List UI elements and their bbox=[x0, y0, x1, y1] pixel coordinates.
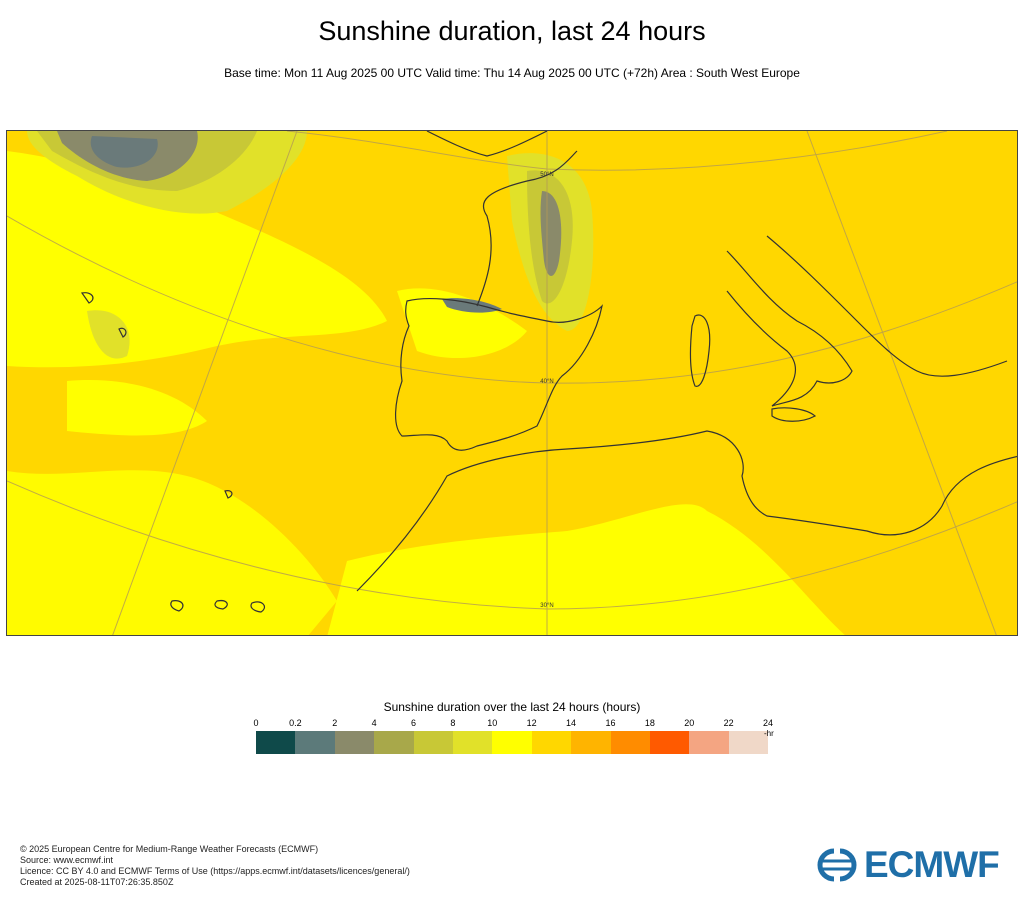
legend-unit: -hr bbox=[764, 729, 774, 738]
legend-ticks: 0 0.2 2 4 6 8 10 12 14 16 18 20 22 24 bbox=[253, 718, 773, 730]
legend-tick-label: 4 bbox=[371, 718, 377, 728]
footer-licence: Licence: CC BY 4.0 and ECMWF Terms of Us… bbox=[20, 866, 410, 876]
legend-tick-label: 8 bbox=[450, 718, 456, 728]
lat-label-50: 50°N bbox=[540, 172, 553, 178]
legend-swatch bbox=[571, 731, 611, 754]
map-panel[interactable]: 50°N 40°N 30°N bbox=[6, 130, 1018, 636]
footer-credits: © 2025 European Centre for Medium-Range … bbox=[20, 844, 410, 888]
legend-swatch bbox=[334, 731, 375, 754]
footer-created: Created at 2025-08-11T07:26:35.850Z bbox=[20, 877, 174, 887]
legend-swatch bbox=[689, 731, 729, 754]
cloud-heavy-fr bbox=[540, 191, 562, 276]
coastlines bbox=[80, 131, 1017, 613]
legend-tick-label: 24 bbox=[762, 718, 774, 728]
legend-swatch bbox=[374, 731, 414, 754]
legend-swatch bbox=[531, 731, 572, 754]
legend-tick-label: 16 bbox=[605, 718, 616, 728]
legend-swatch bbox=[256, 731, 296, 754]
ecmwf-logo-text: ECMWF bbox=[864, 844, 1000, 885]
legend-swatch bbox=[452, 731, 493, 754]
legend-tick-label: 6 bbox=[411, 718, 417, 728]
footer-source: Source: www.ecmwf.int bbox=[20, 855, 114, 865]
graticule bbox=[7, 131, 1017, 635]
legend-tick-label: 18 bbox=[644, 718, 655, 728]
legend-swatch bbox=[413, 731, 453, 754]
atlantic-patch-2 bbox=[67, 380, 207, 436]
ecmwf-logo[interactable]: ECMWF bbox=[814, 844, 1010, 885]
lat-label-40: 40°N bbox=[540, 379, 553, 385]
cloud-darkest-nw bbox=[90, 136, 158, 168]
legend-swatch bbox=[610, 731, 650, 754]
legend-tick-label: 22 bbox=[723, 718, 734, 728]
footer-copyright: © 2025 European Centre for Medium-Range … bbox=[20, 844, 319, 854]
legend-tick-label: 2 bbox=[332, 718, 338, 728]
chart-title: Sunshine duration, last 24 hours bbox=[318, 16, 706, 46]
atlantic-patch-3 bbox=[397, 288, 527, 359]
chart-subtitle: Base time: Mon 11 Aug 2025 00 UTC Valid … bbox=[224, 66, 800, 80]
legend-swatch bbox=[649, 731, 690, 754]
cloud-light-atl bbox=[87, 310, 130, 359]
legend-tick-label: 10 bbox=[487, 718, 498, 728]
ecmwf-logo-icon bbox=[817, 848, 857, 882]
sunshine-map: 50°N 40°N 30°N bbox=[7, 131, 1017, 635]
legend-tick-label: 14 bbox=[566, 718, 577, 728]
legend-tick-label: 0 bbox=[253, 718, 259, 728]
cloud-dark-biscay bbox=[442, 298, 502, 313]
legend-tick-label: 12 bbox=[526, 718, 537, 728]
sunny-band-south bbox=[327, 504, 845, 635]
sunny-band-west bbox=[7, 470, 337, 635]
lat-label-30: 30°N bbox=[540, 603, 553, 609]
legend-title: Sunshine duration over the last 24 hours… bbox=[383, 700, 641, 714]
legend-tick-label: 20 bbox=[684, 718, 695, 728]
legend-swatch bbox=[492, 731, 532, 754]
legend-colorbar bbox=[256, 731, 769, 754]
legend-swatch bbox=[295, 731, 335, 754]
legend-swatch bbox=[728, 731, 769, 754]
legend-tick-label: 0.2 bbox=[289, 718, 302, 728]
